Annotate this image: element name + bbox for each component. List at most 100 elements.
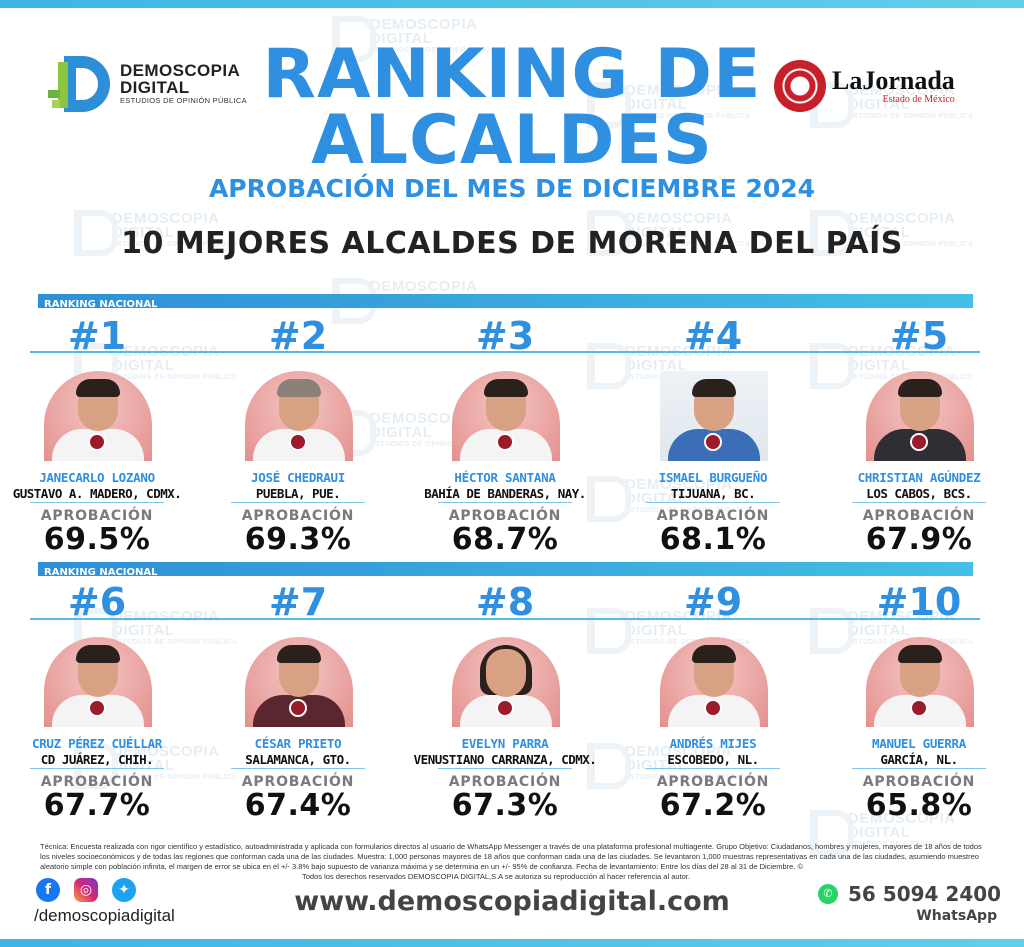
rank-number: #8 [475, 580, 535, 624]
mayor-photo [866, 637, 974, 727]
section-label: RANKING NACIONAL [44, 567, 158, 578]
twitter-icon[interactable]: ✦ [112, 878, 136, 902]
mayor-photo [245, 371, 353, 461]
rank-number: #7 [268, 580, 328, 624]
mayor-place: CD JUÁREZ, CHIH. [40, 752, 154, 767]
mayor-name: CRUZ PÉREZ CUÉLLAR [31, 736, 163, 751]
rank-number: #9 [683, 580, 743, 624]
mayor-photo [44, 371, 152, 461]
approval-value: 65.8% [865, 788, 973, 823]
mayor-name: CHRISTIAN AGÚNDEZ [857, 470, 981, 485]
approval-label: APROBACIÓN [862, 508, 976, 524]
rank-number: #10 [876, 580, 962, 624]
approval-label: APROBACIÓN [862, 774, 976, 790]
rank-number: #1 [67, 314, 127, 358]
section-label: RANKING NACIONAL [44, 299, 158, 310]
demoscopia-d-icon [48, 56, 116, 112]
whatsapp-contact[interactable]: ✆ 56 5094 2400 WhatsApp [818, 882, 1001, 924]
approval-label: APROBACIÓN [448, 508, 562, 524]
approval-value: 67.4% [244, 788, 352, 823]
bottom-accent-bar [0, 939, 1024, 947]
mayor-place: ESCOBEDO, NL. [667, 752, 759, 767]
social-links: f ◎ ✦ /demoscopiadigital [34, 878, 175, 926]
mayor-place: VENUSTIANO CARRANZA, CDMX. [413, 752, 597, 767]
approval-value: 68.1% [659, 522, 767, 557]
approval-label: APROBACIÓN [241, 508, 355, 524]
morena-pin-icon [496, 699, 514, 717]
mayor-photo [660, 371, 768, 461]
rights-notice: Todos los derechos reservados DEMOSCOPIA… [302, 872, 690, 881]
jornada-region: Estado de México [882, 93, 955, 105]
rank-number: #2 [268, 314, 328, 358]
social-handle[interactable]: /demoscopiadigital [34, 906, 175, 925]
mayor-place: SALAMANCA, GTO. [245, 752, 351, 767]
mayor-name: HÉCTOR SANTANA [454, 470, 556, 485]
mayor-name: JANECARLO LOZANO [39, 470, 155, 485]
mayor-place: GARCÍA, NL. [880, 752, 958, 767]
rank-number: #4 [683, 314, 743, 358]
approval-value: 68.7% [451, 522, 559, 557]
mayor-card: #1 JANECARLO LOZANO GUSTAVO A. MADERO, C… [0, 316, 202, 571]
mayor-card: #5 CHRISTIAN AGÚNDEZ LOS CABOS, BCS. APR… [814, 316, 1024, 571]
instagram-icon[interactable]: ◎ [74, 878, 98, 902]
approval-label: APROBACIÓN [241, 774, 355, 790]
rank-divider [30, 618, 980, 620]
section-bar-1: RANKING NACIONAL [38, 294, 973, 310]
approval-value: 67.7% [43, 788, 151, 823]
logo-tagline: ESTUDIOS DE OPINIÓN PÚBLICA [120, 96, 247, 105]
whatsapp-icon: ✆ [818, 884, 838, 904]
sun-icon [774, 60, 826, 112]
methodology-note: Técnica: Encuesta realizada con rigor ci… [40, 842, 984, 882]
website-link[interactable]: www.demoscopiadigital.com [294, 886, 730, 917]
mayor-photo [866, 371, 974, 461]
mayor-place: PUEBLA, PUE. [255, 486, 341, 501]
logo-line2: DIGITAL [120, 78, 190, 97]
mayor-name: ISMAEL BURGUEÑO [658, 470, 768, 485]
approval-value: 69.3% [244, 522, 352, 557]
mayor-name: MANUEL GUERRA [872, 736, 966, 751]
mayor-card: #8 EVELYN PARRA VENUSTIANO CARRANZA, CDM… [400, 582, 610, 837]
morena-pin-icon [496, 433, 514, 451]
section-bar-2: RANKING NACIONAL [38, 562, 973, 578]
mayor-card: #4 ISMAEL BURGUEÑO TIJUANA, BC. APROBACI… [608, 316, 818, 571]
logo-line1: DEMOSCOPIA [120, 61, 241, 80]
morena-pin-icon [910, 433, 928, 451]
ranking-row-1: #1 JANECARLO LOZANO GUSTAVO A. MADERO, C… [0, 316, 1024, 571]
mayor-photo [660, 637, 768, 727]
subtitle: APROBACIÓN DEL MES DE DICIEMBRE 2024 [208, 174, 816, 203]
jornada-name: LaJornada [832, 65, 955, 95]
approval-value: 67.3% [451, 788, 559, 823]
approval-label: APROBACIÓN [656, 508, 770, 524]
demoscopia-logo: DEMOSCOPIA DIGITAL ESTUDIOS DE OPINIÓN P… [48, 56, 247, 112]
mayor-place: GUSTAVO A. MADERO, CDMX. [12, 486, 182, 501]
approval-value: 67.9% [865, 522, 973, 557]
morena-pin-icon [910, 699, 928, 717]
morena-pin-icon [704, 433, 722, 451]
title-line2: ALCALDES [311, 101, 713, 180]
mayor-card: #10 MANUEL GUERRA GARCÍA, NL. APROBACIÓN… [814, 582, 1024, 837]
title-line1: RANKING DE [262, 35, 762, 114]
approval-label: APROBACIÓN [656, 774, 770, 790]
approval-value: 67.2% [659, 788, 767, 823]
rank-divider [30, 351, 980, 353]
mayor-photo [452, 637, 560, 727]
mayor-card: #9 ANDRÉS MIJES ESCOBEDO, NL. APROBACIÓN… [608, 582, 818, 837]
mayor-photo [44, 637, 152, 727]
morena-pin-icon [704, 699, 722, 717]
approval-label: APROBACIÓN [40, 508, 154, 524]
facebook-icon[interactable]: f [36, 878, 60, 902]
mayor-photo [245, 637, 353, 727]
rank-number: #3 [475, 314, 535, 358]
mayor-name: JOSÉ CHEDRAUI [251, 470, 345, 485]
top-accent-bar [0, 0, 1024, 8]
